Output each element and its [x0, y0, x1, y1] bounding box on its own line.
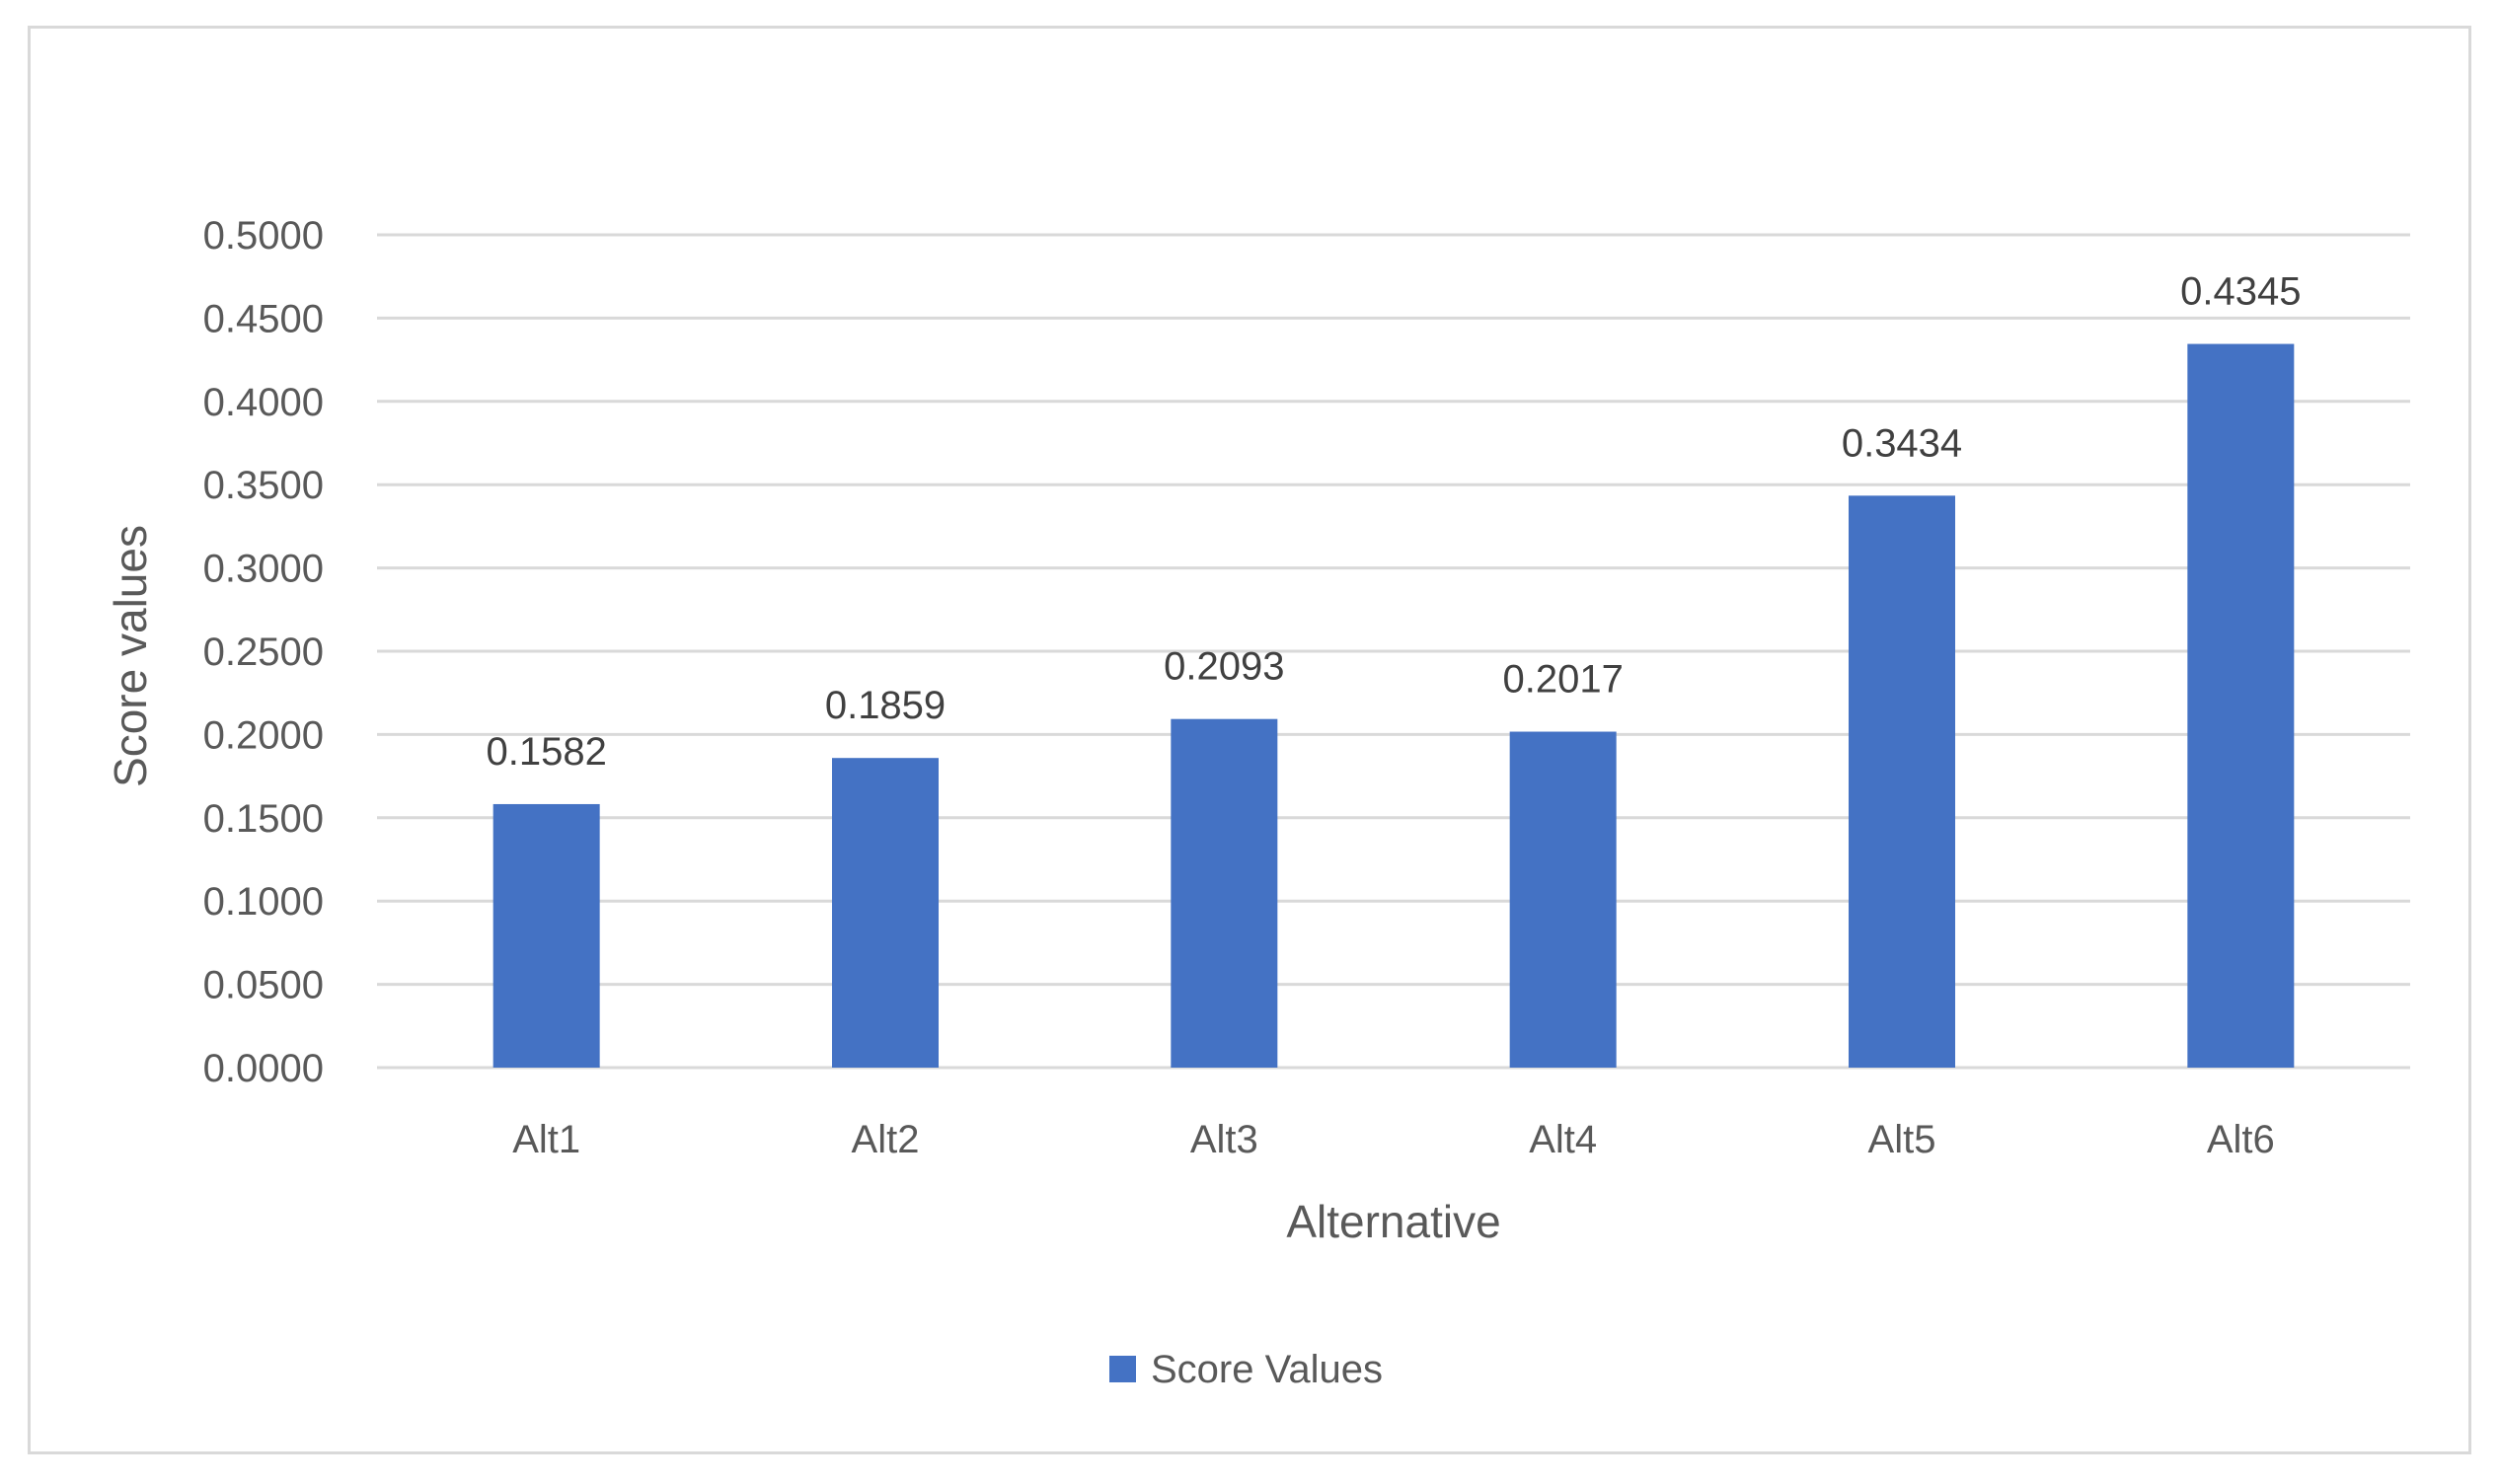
x-tick-label-alt2: Alt2	[852, 1118, 920, 1161]
y-tick-label: 0.1500	[203, 797, 324, 841]
legend-swatch	[1109, 1356, 1136, 1382]
y-tick-label: 0.0000	[203, 1047, 324, 1090]
y-axis-title: Score values	[105, 525, 156, 787]
x-tick-label-alt3: Alt3	[1190, 1118, 1258, 1161]
y-tick-label: 0.4000	[203, 381, 324, 424]
data-label-alt2: 0.1859	[825, 684, 946, 727]
x-tick-label-alt5: Alt5	[1868, 1118, 1936, 1161]
x-tick-label-alt6: Alt6	[2207, 1118, 2275, 1161]
x-tick-label-alt4: Alt4	[1529, 1118, 1597, 1161]
gridlines	[377, 233, 2410, 1070]
y-tick-label: 0.0500	[203, 964, 324, 1007]
x-axis-title: Alternative	[1286, 1196, 1500, 1247]
data-label-alt6: 0.4345	[2180, 270, 2301, 314]
y-tick-label: 0.3500	[203, 464, 324, 507]
y-tick-label: 0.1000	[203, 880, 324, 924]
data-label-alt3: 0.2093	[1164, 645, 1284, 689]
legend-label: Score Values	[1151, 1348, 1383, 1391]
bar-alt2	[832, 758, 939, 1068]
bar-alt1	[492, 803, 600, 1068]
y-tick-label: 0.2000	[203, 713, 324, 757]
bar-alt3	[1171, 718, 1278, 1068]
x-tick-label-alt1: Alt1	[512, 1118, 580, 1161]
data-label-alt4: 0.2017	[1502, 658, 1623, 702]
y-tick-label: 0.5000	[203, 214, 324, 258]
y-tick-label: 0.2500	[203, 631, 324, 674]
bar-alt4	[1509, 731, 1617, 1068]
y-axis-ticks: 0.0000 0.0500 0.1000 0.1500 0.2000 0.2500 0.30…	[203, 214, 324, 1090]
data-label-alt5: 0.3434	[1842, 421, 1962, 465]
legend: Score Values	[1109, 1348, 1383, 1391]
y-tick-label: 0.3000	[203, 548, 324, 591]
data-label-alt1: 0.1582	[486, 730, 606, 774]
bar-alt5	[1849, 495, 1955, 1068]
y-tick-label: 0.4500	[203, 297, 324, 340]
data-labels: 0.1582 0.1859 0.2093 0.2017 0.3434 0.4345	[486, 270, 2301, 774]
x-axis-ticks: Alt1 Alt2 Alt3 Alt4 Alt5 Alt6	[512, 1118, 2275, 1161]
bars	[492, 343, 2295, 1069]
bar-alt6	[2187, 343, 2295, 1069]
